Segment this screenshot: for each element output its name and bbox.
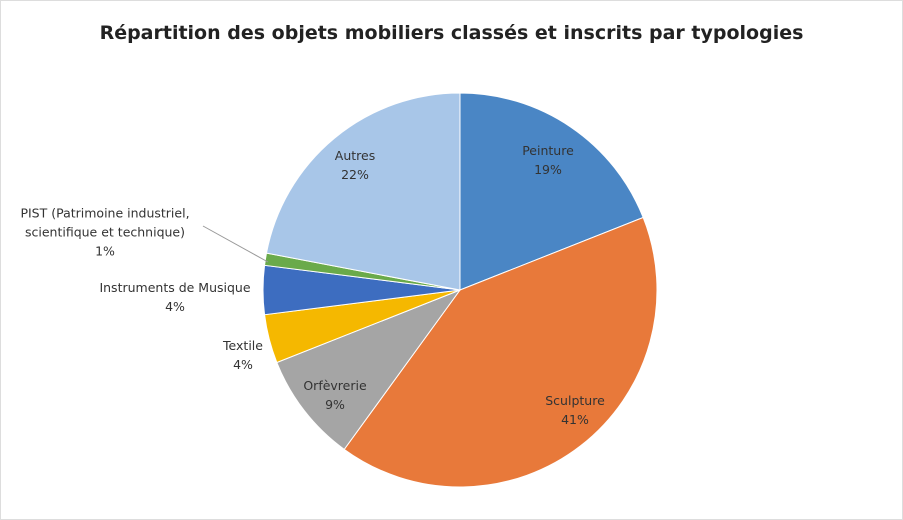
data-label: Peinture 19% (522, 141, 574, 179)
pie-slice (343, 216, 658, 488)
category-label: Sculpture (545, 393, 605, 408)
value-label: 9% (325, 397, 345, 412)
data-label: Textile 4% (223, 336, 263, 374)
leader-line (202, 225, 269, 263)
data-label: Autres 22% (335, 146, 375, 184)
value-label: 1% (95, 243, 115, 259)
category-label: Peinture (522, 143, 574, 158)
data-label: Instruments de Musique 4% (99, 278, 250, 316)
pie-slice (276, 288, 462, 451)
pie-slice (459, 92, 644, 291)
category-label: Autres (334, 148, 376, 163)
chart-title: Répartition des objets mobiliers classés… (99, 22, 804, 44)
value-label: 4% (165, 299, 185, 314)
data-label: Orfèvrerie 9% (303, 376, 366, 414)
category-label: Textile (223, 338, 263, 353)
data-label: Sculpture 41% (545, 391, 605, 429)
value-label: 22% (341, 167, 369, 182)
pie-slice (265, 92, 461, 291)
category-label: PIST (Patrimoine industriel, scientifiqu… (20, 205, 190, 240)
value-label: 41% (561, 412, 589, 427)
category-label: Instruments de Musique (99, 280, 251, 295)
value-label: 19% (534, 162, 562, 177)
value-label: 4% (233, 357, 253, 372)
category-label: Orfèvrerie (303, 378, 367, 393)
data-label: PIST (Patrimoine industriel, scientifiqu… (10, 204, 200, 261)
